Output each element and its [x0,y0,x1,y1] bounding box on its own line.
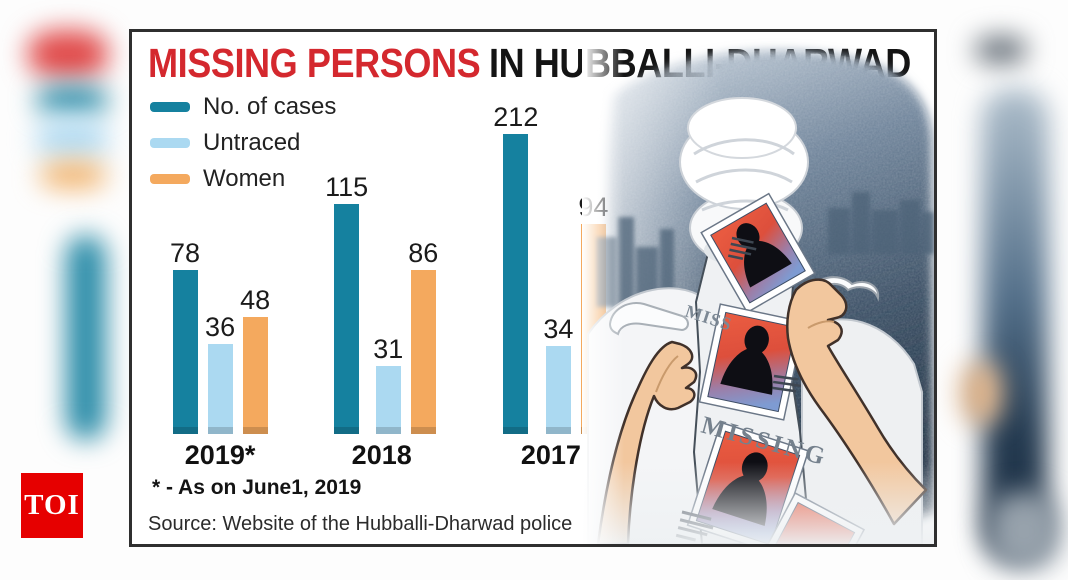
toi-logo-text: TOI [24,489,80,521]
bar-wrap: 48 [240,287,270,434]
legend-label: Untraced [203,129,301,156]
bottom-fog [582,462,934,544]
toi-logo: TOI [21,473,83,538]
bar-untraced-2019 [207,344,233,434]
legend-label: No. of cases [203,93,337,120]
year-label: 2017 [520,440,581,470]
legend-item-women: Women [150,165,336,192]
chart-bars: 78 36 48 [170,240,270,434]
poster-text-lines-1 [727,236,757,260]
year-label: 2019* [184,440,256,470]
blur-dark-smear-top [975,36,1027,64]
bar-value-label: 212 [493,102,539,132]
blur-teal-smear [36,86,108,114]
bar-no-of-cases-2017 [503,134,529,434]
bar-value-label: 115 [325,172,369,202]
bar-wrap: 115 [325,174,368,434]
left-blend [582,32,624,544]
poster-text-lines-2 [772,374,802,393]
bar-no-of-cases-2018 [334,204,360,434]
bar-value-label: 86 [408,238,439,268]
blur-red-smear [28,30,108,78]
missing-person-illustration: MISS MISSING [582,32,934,544]
bar-women-2018 [410,270,436,434]
bar-untraced-2018 [375,366,401,434]
legend-swatch [150,138,190,148]
blur-orange-smear [40,162,106,188]
missing-poster-1 [700,192,816,314]
bar-value-label: 31 [373,334,404,364]
title-highlight: MISSING PERSONS [148,40,481,86]
bar-no-of-cases-2019 [172,270,198,434]
year-label: 2018 [351,440,412,470]
legend-label: Women [203,165,286,192]
bar-wrap: 36 [205,314,235,434]
blur-grey-smear-bottom [988,492,1060,570]
chart-group-2019: 78 36 48 2019* [170,240,270,469]
bar-wrap: 78 [170,240,200,434]
bar-value-label: 34 [543,314,574,344]
chart-footnote: * - As on June1, 2019 [152,476,362,499]
blur-lightblue-smear [36,118,108,160]
chart-bars: 115 31 86 [325,174,438,434]
legend-swatch [150,102,190,112]
bar-wrap: 86 [408,240,438,434]
bar-untraced-2017 [545,346,571,434]
legend-item-no-of-cases: No. of cases [150,93,337,120]
legend-item-untraced: Untraced [150,129,336,156]
bar-wrap: 212 [493,104,538,434]
bar-value-label: 48 [240,285,271,315]
bar-wrap: 34 [543,316,573,434]
blur-tall-bar-smear [66,235,106,440]
bar-women-2019 [242,317,268,434]
chart-legend: No. of cases Untraced Women [150,93,337,192]
bar-wrap: 31 [373,336,403,434]
blur-skin-smear [960,362,1002,424]
bar-value-label: 78 [170,238,201,268]
legend-swatch [150,174,190,184]
chart-source: Source: Website of the Hubballi-Dharwad … [148,513,573,535]
blur-illustration-column [982,88,1048,558]
chart-group-2018: 115 31 86 2018 [325,174,438,469]
bar-value-label: 36 [205,312,236,342]
missing-poster-2 [698,303,806,421]
